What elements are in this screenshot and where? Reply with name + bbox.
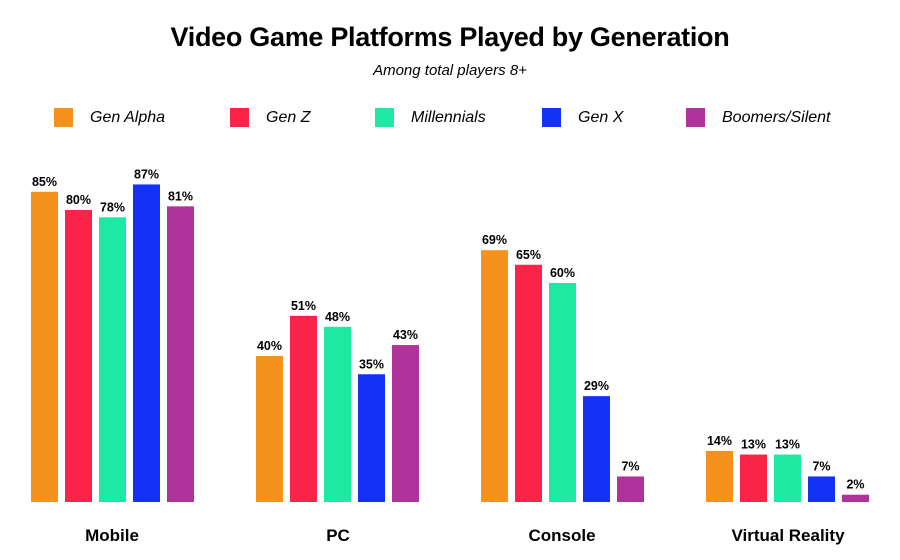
bar-value-label-mobile-millennials: 78% [100,200,125,214]
bar-console-gen-z [515,264,542,502]
bar-console-boomers-silent [617,476,644,502]
category-label-virtual-reality: Virtual Reality [731,526,845,545]
legend-label-boomers-silent: Boomers/Silent [722,108,831,126]
bar-value-label-virtual-reality-gen-z: 13% [741,438,766,452]
bar-mobile-gen-z [65,210,92,502]
bar-value-label-mobile-boomers-silent: 81% [168,189,193,203]
chart-title: Video Game Platforms Played by Generatio… [170,22,730,52]
bar-console-gen-alpha [481,250,508,502]
bar-value-label-pc-boomers-silent: 43% [393,328,418,342]
bar-value-label-pc-gen-alpha: 40% [257,339,282,353]
bar-value-label-mobile-gen-z: 80% [66,193,91,207]
bar-value-label-console-boomers-silent: 7% [621,459,639,473]
legend-swatch-gen-alpha [54,108,73,127]
bar-pc-gen-x [358,374,385,502]
bar-pc-gen-z [290,315,317,502]
bar-value-label-mobile-gen-alpha: 85% [32,175,57,189]
legend-item-millennials: Millennials [375,108,486,127]
bar-value-label-virtual-reality-gen-x: 7% [812,459,830,473]
chart-subtitle: Among total players 8+ [373,62,527,79]
bar-value-label-pc-gen-z: 51% [291,299,316,313]
legend-item-gen-alpha: Gen Alpha [54,108,165,127]
legend: Gen Alpha Gen Z Millennials Gen X Boomer… [0,108,900,134]
bar-mobile-gen-alpha [31,191,58,502]
bar-value-label-console-millennials: 60% [550,266,575,280]
bar-mobile-boomers-silent [167,206,194,502]
bar-virtual-reality-gen-x [808,476,835,502]
legend-item-gen-x: Gen X [542,108,623,127]
bar-virtual-reality-gen-z [740,454,767,502]
bar-value-label-virtual-reality-boomers-silent: 2% [846,478,864,492]
legend-swatch-millennials [375,108,394,127]
bar-mobile-gen-x [133,184,160,502]
category-label-console: Console [528,526,595,545]
category-label-mobile: Mobile [85,526,139,545]
bar-pc-gen-alpha [256,356,283,502]
bar-pc-millennials [324,326,351,502]
legend-swatch-boomers-silent [686,108,705,127]
bar-value-label-pc-millennials: 48% [325,310,350,324]
bar-mobile-millennials [99,217,126,503]
bar-value-label-virtual-reality-millennials: 13% [775,438,800,452]
legend-swatch-gen-x [542,108,561,127]
bar-value-label-console-gen-alpha: 69% [482,233,507,247]
bar-value-label-virtual-reality-gen-alpha: 14% [707,434,732,448]
bar-virtual-reality-gen-alpha [706,450,733,502]
bar-pc-boomers-silent [392,345,419,502]
bar-console-gen-x [583,396,610,502]
bar-console-millennials [549,283,576,502]
category-label-pc: PC [326,526,350,545]
legend-swatch-gen-z [230,108,249,127]
bar-value-label-mobile-gen-x: 87% [134,167,159,181]
bar-value-label-console-gen-z: 65% [516,248,541,262]
bar-virtual-reality-millennials [774,454,801,502]
legend-label-millennials: Millennials [411,108,486,126]
bar-virtual-reality-boomers-silent [842,494,869,502]
legend-label-gen-x: Gen X [578,108,624,126]
bar-value-label-console-gen-x: 29% [584,379,609,393]
legend-item-boomers-silent: Boomers/Silent [686,108,831,127]
legend-item-gen-z: Gen Z [230,108,310,127]
legend-label-gen-z: Gen Z [266,108,311,126]
legend-label-gen-alpha: Gen Alpha [90,108,166,126]
bar-value-label-pc-gen-x: 35% [359,357,384,371]
